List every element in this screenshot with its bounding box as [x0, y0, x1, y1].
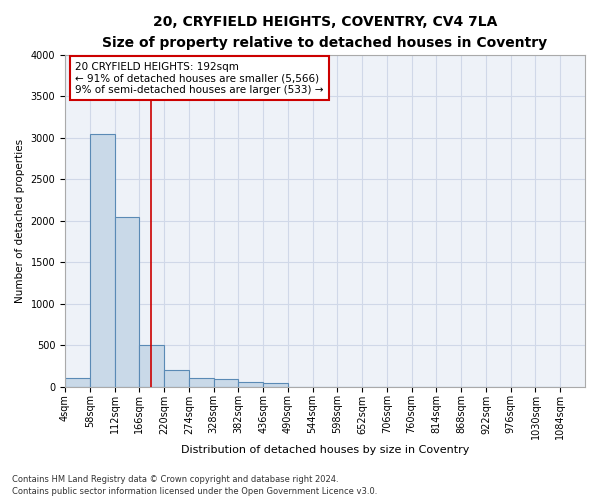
Bar: [214, 378, 238, 386]
Bar: [164, 370, 189, 386]
Bar: [189, 378, 214, 386]
Bar: [90, 134, 115, 386]
Text: Contains HM Land Registry data © Crown copyright and database right 2024.: Contains HM Land Registry data © Crown c…: [12, 476, 338, 484]
Bar: [65, 378, 90, 386]
Text: Contains public sector information licensed under the Open Government Licence v3: Contains public sector information licen…: [12, 487, 377, 496]
Bar: [238, 382, 263, 386]
Y-axis label: Number of detached properties: Number of detached properties: [15, 138, 25, 303]
Bar: [139, 345, 164, 387]
Text: 20 CRYFIELD HEIGHTS: 192sqm
← 91% of detached houses are smaller (5,566)
9% of s: 20 CRYFIELD HEIGHTS: 192sqm ← 91% of det…: [76, 62, 324, 95]
X-axis label: Distribution of detached houses by size in Coventry: Distribution of detached houses by size …: [181, 445, 469, 455]
Bar: [263, 383, 288, 386]
Title: 20, CRYFIELD HEIGHTS, COVENTRY, CV4 7LA
Size of property relative to detached ho: 20, CRYFIELD HEIGHTS, COVENTRY, CV4 7LA …: [103, 15, 548, 50]
Bar: [115, 216, 139, 386]
